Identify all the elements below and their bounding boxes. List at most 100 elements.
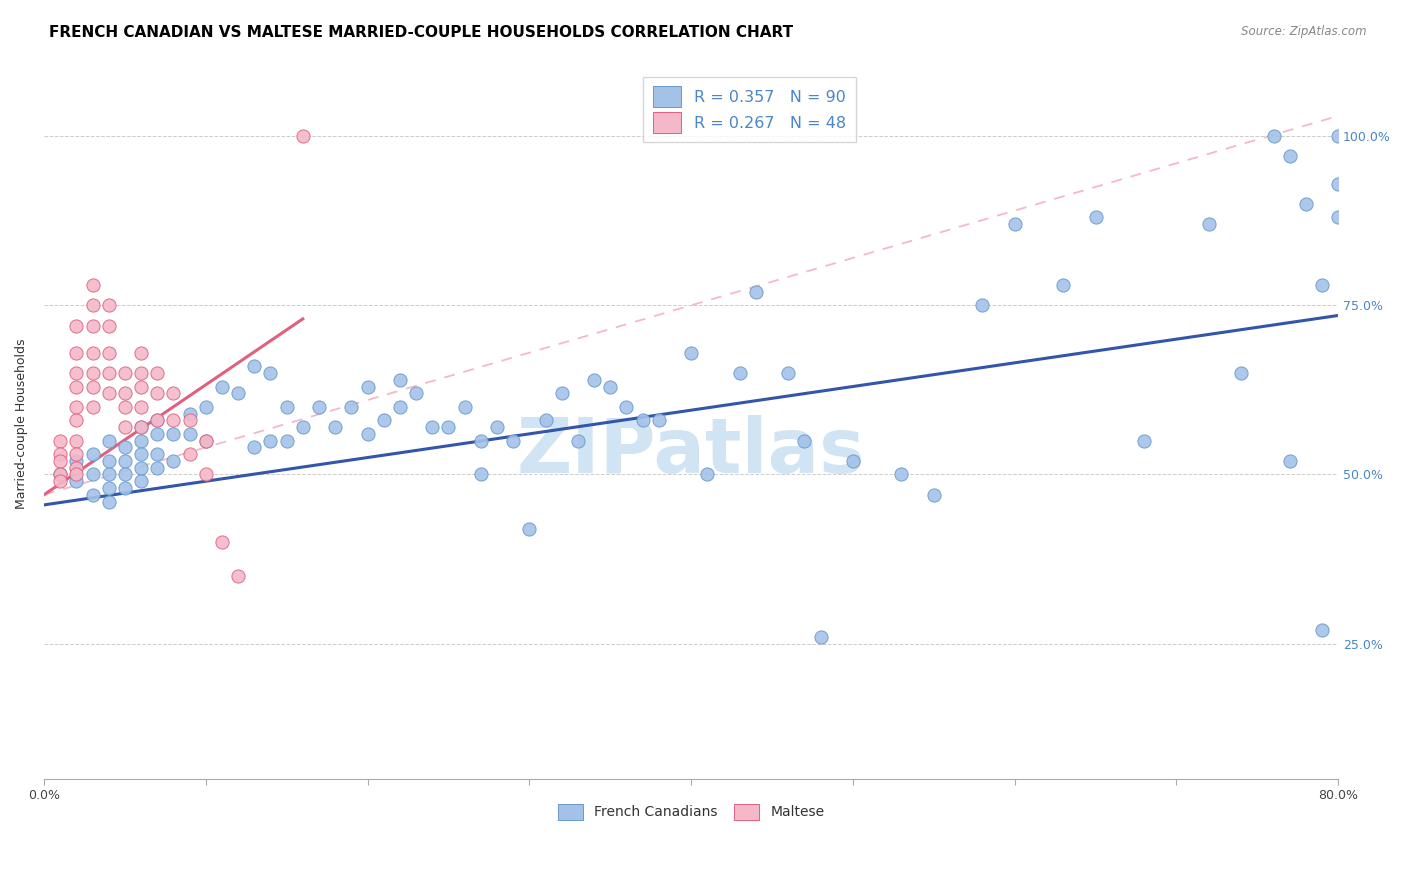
Point [146, 386, 169, 401]
Point [405, 386, 427, 401]
Point [179, 426, 201, 441]
Point [114, 366, 136, 380]
Point [567, 434, 589, 448]
Point [1327, 177, 1350, 191]
Point [129, 379, 152, 393]
Point [129, 460, 152, 475]
Point [340, 400, 363, 414]
Point [146, 366, 169, 380]
Point [470, 434, 492, 448]
Point [550, 386, 572, 401]
Point [291, 129, 314, 144]
Point [696, 467, 718, 482]
Point [1310, 623, 1333, 637]
Point [82, 467, 104, 482]
Point [648, 413, 671, 427]
Point [49, 467, 72, 482]
Point [1278, 454, 1301, 468]
Point [470, 467, 492, 482]
Point [65, 434, 87, 448]
Point [356, 426, 378, 441]
Point [179, 447, 201, 461]
Point [146, 413, 169, 427]
Point [1310, 278, 1333, 293]
Point [259, 434, 281, 448]
Point [65, 474, 87, 488]
Point [49, 454, 72, 468]
Point [502, 434, 524, 448]
Point [1263, 129, 1285, 144]
Point [114, 481, 136, 495]
Point [778, 366, 800, 380]
Point [453, 400, 475, 414]
Point [1278, 149, 1301, 163]
Point [243, 359, 266, 374]
Point [82, 298, 104, 312]
Point [599, 379, 621, 393]
Point [114, 386, 136, 401]
Point [49, 434, 72, 448]
Point [97, 386, 120, 401]
Point [65, 447, 87, 461]
Point [356, 379, 378, 393]
Point [1198, 217, 1220, 231]
Point [65, 400, 87, 414]
Point [97, 345, 120, 359]
Point [194, 434, 217, 448]
Point [114, 454, 136, 468]
Point [728, 366, 751, 380]
Point [162, 386, 184, 401]
Point [420, 420, 443, 434]
Point [745, 285, 768, 299]
Point [146, 460, 169, 475]
Point [291, 420, 314, 434]
Point [1133, 434, 1156, 448]
Point [65, 345, 87, 359]
Point [226, 569, 249, 583]
Point [65, 318, 87, 333]
Point [842, 454, 865, 468]
Point [323, 420, 346, 434]
Legend: French Canadians, Maltese: French Canadians, Maltese [553, 798, 830, 825]
Point [485, 420, 508, 434]
Point [97, 366, 120, 380]
Point [388, 400, 411, 414]
Point [97, 481, 120, 495]
Point [534, 413, 557, 427]
Point [82, 379, 104, 393]
Point [1230, 366, 1253, 380]
Point [308, 400, 330, 414]
Point [388, 373, 411, 387]
Point [211, 379, 233, 393]
Point [129, 420, 152, 434]
Point [276, 400, 298, 414]
Point [82, 345, 104, 359]
Point [49, 474, 72, 488]
Point [972, 298, 994, 312]
Point [97, 318, 120, 333]
Point [114, 441, 136, 455]
Point [82, 278, 104, 293]
Point [890, 467, 912, 482]
Point [194, 467, 217, 482]
Point [129, 366, 152, 380]
Point [114, 400, 136, 414]
Point [1327, 211, 1350, 225]
Text: Source: ZipAtlas.com: Source: ZipAtlas.com [1241, 25, 1367, 38]
Point [97, 467, 120, 482]
Point [1084, 211, 1107, 225]
Point [631, 413, 654, 427]
Point [194, 400, 217, 414]
Point [97, 494, 120, 508]
Point [129, 474, 152, 488]
Text: FRENCH CANADIAN VS MALTESE MARRIED-COUPLE HOUSEHOLDS CORRELATION CHART: FRENCH CANADIAN VS MALTESE MARRIED-COUPL… [49, 25, 793, 40]
Point [616, 400, 638, 414]
Y-axis label: Married-couple Households: Married-couple Households [15, 338, 28, 509]
Point [97, 454, 120, 468]
Point [179, 413, 201, 427]
Point [97, 434, 120, 448]
Point [129, 420, 152, 434]
Point [129, 434, 152, 448]
Point [114, 420, 136, 434]
Point [583, 373, 606, 387]
